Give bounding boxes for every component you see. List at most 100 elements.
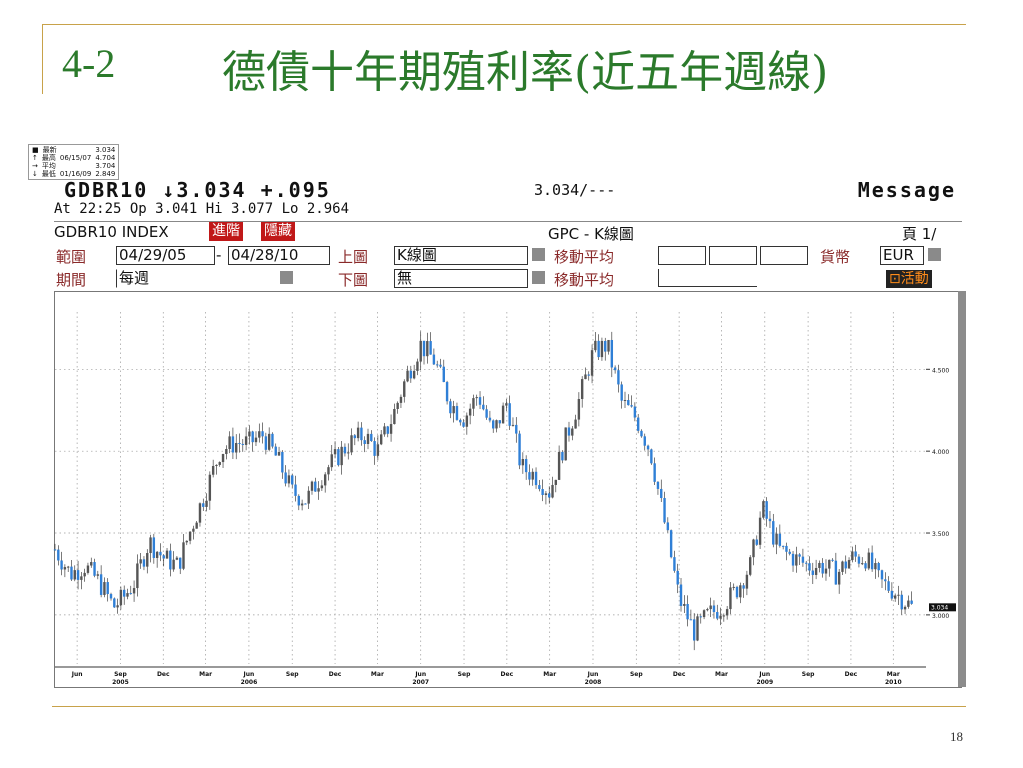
price-bar (370, 433, 373, 442)
x-tick-label: Sep (458, 671, 471, 678)
price-bar (613, 367, 617, 371)
date-from-field[interactable]: 04/29/05 (116, 246, 215, 265)
hide-button[interactable]: 隱藏 (261, 222, 295, 241)
slide-number: 4-2 (62, 41, 116, 86)
price-bar (732, 586, 735, 588)
price-bar (729, 587, 732, 610)
ma-field-1[interactable] (658, 246, 706, 265)
date-to-field[interactable]: 04/28/10 (228, 246, 330, 265)
price-bar (70, 566, 73, 580)
price-bar (660, 488, 663, 499)
price-bar (274, 446, 277, 456)
price-bar (172, 559, 175, 570)
price-bar (53, 549, 57, 551)
price-bar (795, 554, 798, 566)
price-bar (188, 531, 192, 541)
message-label[interactable]: Message (857, 178, 956, 202)
lower-dropdown-icon[interactable] (532, 271, 545, 284)
x-year-label: 2009 (756, 679, 773, 686)
price-bar (749, 557, 752, 575)
period-field[interactable]: 每週 (116, 269, 275, 288)
currency-dropdown-icon[interactable] (928, 248, 941, 261)
price-bar (90, 562, 93, 566)
legend-label: 最高 (41, 154, 56, 162)
price-bar (327, 467, 330, 475)
price-bar (768, 518, 772, 522)
x-tick-label: Sep (802, 671, 815, 678)
price-bar (106, 582, 109, 595)
legend-marker: ↑ (32, 154, 38, 162)
price-bar (821, 562, 824, 574)
price-bar (155, 551, 159, 558)
price-bar (129, 593, 132, 595)
legend-row-average: → 平均 3.704 (32, 162, 115, 170)
price-bar (666, 522, 670, 531)
price-bar (287, 475, 291, 484)
price-bar (185, 540, 188, 543)
ma-field-2[interactable] (709, 246, 757, 265)
price-bar (521, 459, 525, 466)
legend-label: 最低 (41, 170, 56, 178)
price-bar (314, 481, 317, 492)
lower-chart-field[interactable]: 無 (394, 269, 528, 288)
price-bar (689, 619, 693, 621)
legend-value: 3.704 (95, 162, 116, 170)
price-bar (534, 471, 538, 486)
price-bar (501, 405, 505, 424)
price-bar (824, 568, 828, 574)
price-bar (235, 443, 238, 453)
ma-field-3[interactable] (760, 246, 808, 265)
price-bar (182, 542, 185, 569)
price-bar (419, 340, 422, 362)
price-bar (221, 454, 225, 463)
price-bar (333, 449, 337, 455)
period-dropdown-icon[interactable] (280, 271, 293, 284)
price-bar (57, 549, 60, 561)
price-bar (831, 559, 834, 561)
price-bar (228, 436, 231, 450)
price-bar (646, 445, 650, 450)
price-bar (508, 403, 511, 426)
price-bar (745, 574, 749, 589)
price-bar (432, 354, 436, 365)
price-bar (485, 409, 488, 418)
index-label: GDBR10 INDEX (54, 223, 169, 241)
y-tick-label: 3.000 (932, 613, 949, 620)
price-bar (492, 420, 495, 429)
price-bar (643, 436, 646, 446)
price-bar (561, 451, 564, 461)
price-bar (538, 485, 541, 490)
price-bar (99, 574, 103, 595)
price-bar (699, 616, 702, 618)
upper-chart-field[interactable]: K線圖 (394, 246, 528, 265)
legend-row-low: ↓ 最低 01/16/09 2.849 (32, 170, 115, 178)
price-bar (244, 436, 248, 445)
ma-field-4[interactable] (658, 269, 757, 287)
currency-field[interactable]: EUR (880, 246, 924, 265)
legend-value: 3.034 (95, 146, 116, 154)
index-row: GDBR10 INDEX 進階 隱藏 GPC - K線圖 頁 1/ (54, 221, 962, 243)
activity-button[interactable]: ⊡活動 (886, 270, 932, 288)
price-bar (627, 400, 630, 406)
price-bar (80, 576, 83, 580)
price-bar (416, 361, 419, 371)
price-bar (462, 422, 465, 427)
price-bar (132, 588, 136, 594)
price-bar (874, 563, 877, 570)
price-bar (548, 493, 551, 498)
price-bar (267, 433, 271, 450)
price-bar (623, 400, 627, 402)
last-value-box (929, 603, 956, 612)
price-bar (284, 472, 287, 484)
price-bar (139, 559, 142, 564)
price-bar (887, 581, 890, 591)
price-bar (350, 435, 353, 453)
advanced-button[interactable]: 進階 (209, 222, 243, 241)
price-bar (752, 539, 755, 558)
legend-value: 2.849 (95, 170, 116, 178)
x-tick-label: Mar (715, 671, 728, 678)
upper-dropdown-icon[interactable] (532, 248, 545, 261)
price-bar (175, 557, 179, 560)
legend-row-latest: ■ 最新 3.034 (32, 146, 115, 154)
price-bar (785, 545, 788, 552)
